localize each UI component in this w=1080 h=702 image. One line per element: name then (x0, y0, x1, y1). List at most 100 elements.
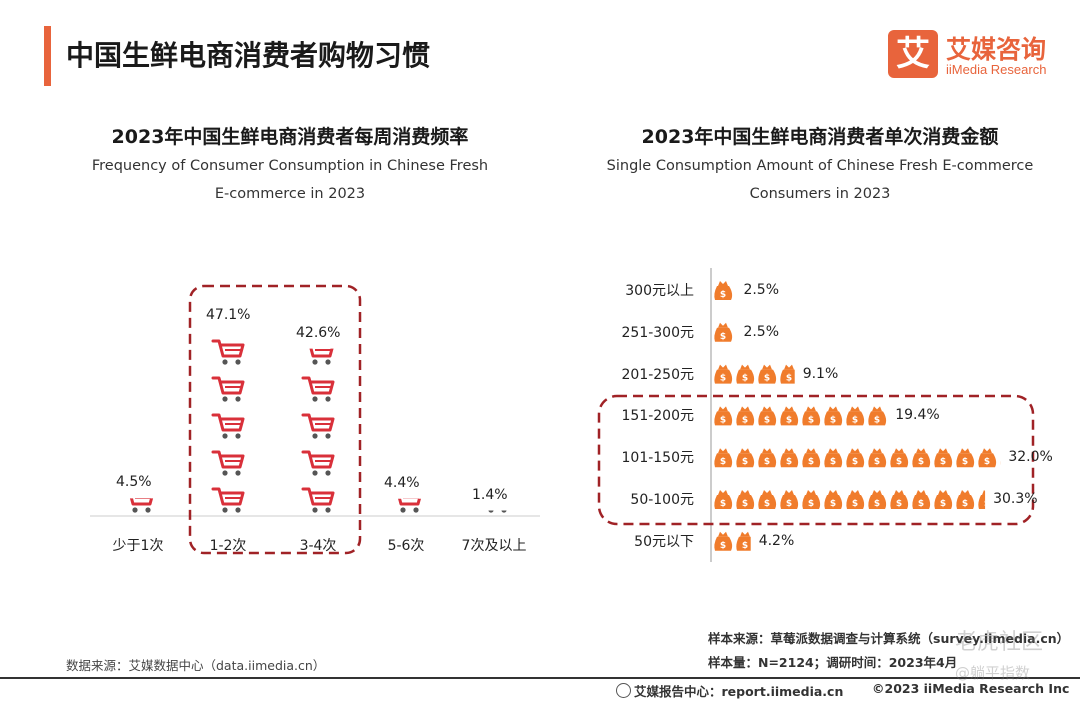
frequency-bar-4 (488, 510, 507, 513)
amount-bar-6: $ $ (714, 531, 751, 551)
frequency-bar-3 (398, 498, 421, 513)
frequency-category-label-2: 3-4次 (299, 538, 337, 554)
amount-value-label-2: 9.1% (802, 365, 839, 382)
svg-text:$: $ (786, 415, 792, 425)
amount-bar-2: $ $ $ $ (714, 364, 795, 384)
amount-value-label-3: 19.4% (895, 407, 940, 424)
right-chart-subtitle-1: Single Consumption Amount of Chinese Fre… (606, 158, 1034, 174)
amount-category-label-6: 50元以下 (634, 533, 694, 550)
frequency-value-label-0: 4.5% (116, 474, 152, 491)
frequency-category-label-1: 1-2次 (209, 538, 247, 554)
svg-text:$: $ (742, 499, 748, 509)
amount-bar-3: $ $ $ $ $ $ $ $ (714, 406, 887, 426)
footer-divider (0, 677, 1080, 679)
report-center-text: 艾媒报告中心：report.iimedia.cn (634, 684, 844, 699)
amount-bar-5: $ $ $ $ $ $ $ $ $ $ $ $ $ (714, 490, 990, 509)
svg-text:$: $ (764, 457, 770, 467)
amount-value-label-4: 32.0% (1008, 449, 1053, 466)
amount-value-label-6: 4.2% (758, 532, 795, 549)
svg-text:$: $ (830, 415, 836, 425)
frequency-bar-1 (211, 339, 245, 513)
svg-text:$: $ (852, 499, 858, 509)
svg-text:$: $ (764, 374, 770, 384)
frequency-value-label-3: 4.4% (384, 474, 420, 491)
svg-text:$: $ (742, 415, 748, 425)
frequency-category-label-3: 5-6次 (387, 538, 425, 554)
sample-source-note: 样本来源：草莓派数据调查与计算系统（survey.iimedia.cn） (708, 631, 1070, 646)
logo-name-en: iiMedia Research (946, 62, 1047, 77)
amount-bar-0: $ $ (714, 281, 733, 300)
right-chart-subtitle-2: Consumers in 2023 (749, 186, 891, 202)
svg-text:$: $ (764, 415, 770, 425)
amount-category-label-5: 50-100元 (630, 492, 694, 508)
amount-category-label-0: 300元以上 (625, 283, 694, 299)
frequency-bar-2 (301, 348, 335, 513)
frequency-category-label-0: 少于1次 (112, 538, 164, 554)
svg-text:$: $ (720, 415, 726, 425)
svg-text:$: $ (808, 457, 814, 467)
svg-text:$: $ (808, 415, 814, 425)
right-chart-title: 2023年中国生鲜电商消费者单次消费金额 (641, 126, 999, 148)
svg-text:$: $ (852, 415, 858, 425)
svg-text:$: $ (742, 457, 748, 467)
amount-value-label-1: 2.5% (743, 323, 780, 340)
right-chart-marks: $ $$ $$ $ $ $$ $ $ $ $ $ $ $$ $ $ $ $ $ $ $ $ $ $ $ $ $$ $ $ $ $ $ $ $ $ $… (714, 281, 1001, 551)
svg-text:$: $ (984, 499, 990, 509)
watermark-line-1: 老虎社区 (955, 630, 1044, 655)
frequency-value-label-4: 1.4% (472, 486, 508, 503)
svg-text:$: $ (742, 541, 748, 551)
amount-category-label-1: 251-300元 (621, 324, 695, 341)
svg-text:$: $ (786, 499, 792, 509)
svg-text:$: $ (830, 457, 836, 467)
svg-text:$: $ (918, 457, 924, 467)
svg-text:$: $ (984, 457, 990, 467)
sample-size-note: 样本量：N=2124；调研时间：2023年4月 (708, 655, 958, 670)
left-highlight-box (188, 284, 362, 555)
svg-text:$: $ (896, 457, 902, 467)
amount-category-label-3: 151-200元 (621, 408, 695, 425)
svg-text:$: $ (874, 415, 880, 425)
frequency-value-label-1: 47.1% (206, 307, 251, 323)
logo-icon: 艾 (888, 30, 938, 78)
data-source-note: 数据来源：艾媒数据中心（data.iimedia.cn） (66, 658, 326, 673)
frequency-bar-0 (129, 498, 154, 513)
left-chart-marks (129, 339, 507, 513)
globe-icon (616, 683, 631, 698)
amount-bar-4: $ $ $ $ $ $ $ $ $ $ $ $ $ $ (714, 448, 1001, 468)
frequency-value-label-2: 42.6% (296, 324, 341, 341)
svg-text:$: $ (720, 374, 726, 384)
right-highlight-box (597, 394, 1035, 526)
svg-text:$: $ (940, 499, 946, 509)
svg-text:$: $ (720, 499, 726, 509)
svg-text:$: $ (786, 457, 792, 467)
svg-text:$: $ (786, 374, 792, 384)
svg-text:$: $ (720, 332, 726, 342)
svg-text:$: $ (764, 499, 770, 509)
title-accent-bar (44, 26, 51, 86)
amount-category-label-4: 101-150元 (621, 450, 695, 467)
amount-value-label-0: 2.5% (743, 282, 780, 298)
svg-text:$: $ (852, 457, 858, 467)
amount-value-label-5: 30.3% (993, 491, 1038, 507)
report-center-link[interactable]: 艾媒报告中心：report.iimedia.cn (616, 681, 843, 700)
left-chart-subtitle-1: Frequency of Consumer Consumption in Chi… (91, 158, 489, 174)
amount-bar-1: $ $ (714, 322, 733, 342)
frequency-category-label-4: 7次及以上 (461, 538, 527, 554)
watermark-line-2: @躺平指数 (955, 664, 1031, 682)
left-chart-title: 2023年中国生鲜电商消费者每周消费频率 (111, 126, 469, 148)
copyright-text: ©2023 iiMedia Research Inc (872, 681, 1070, 696)
amount-category-label-2: 201-250元 (621, 366, 695, 383)
svg-text:$: $ (940, 457, 946, 467)
svg-text:$: $ (808, 499, 814, 509)
svg-text:$: $ (874, 457, 880, 467)
svg-text:$: $ (720, 541, 726, 551)
logo-name-cn: 艾媒咨询 (946, 35, 1047, 64)
svg-text:$: $ (742, 374, 748, 384)
svg-text:$: $ (962, 457, 968, 467)
page-title: 中国生鲜电商消费者购物习惯 (66, 39, 431, 72)
left-chart-subtitle-2: E-commerce in 2023 (214, 186, 366, 202)
svg-text:$: $ (720, 290, 726, 300)
svg-text:$: $ (918, 499, 924, 509)
svg-text:$: $ (874, 499, 880, 509)
